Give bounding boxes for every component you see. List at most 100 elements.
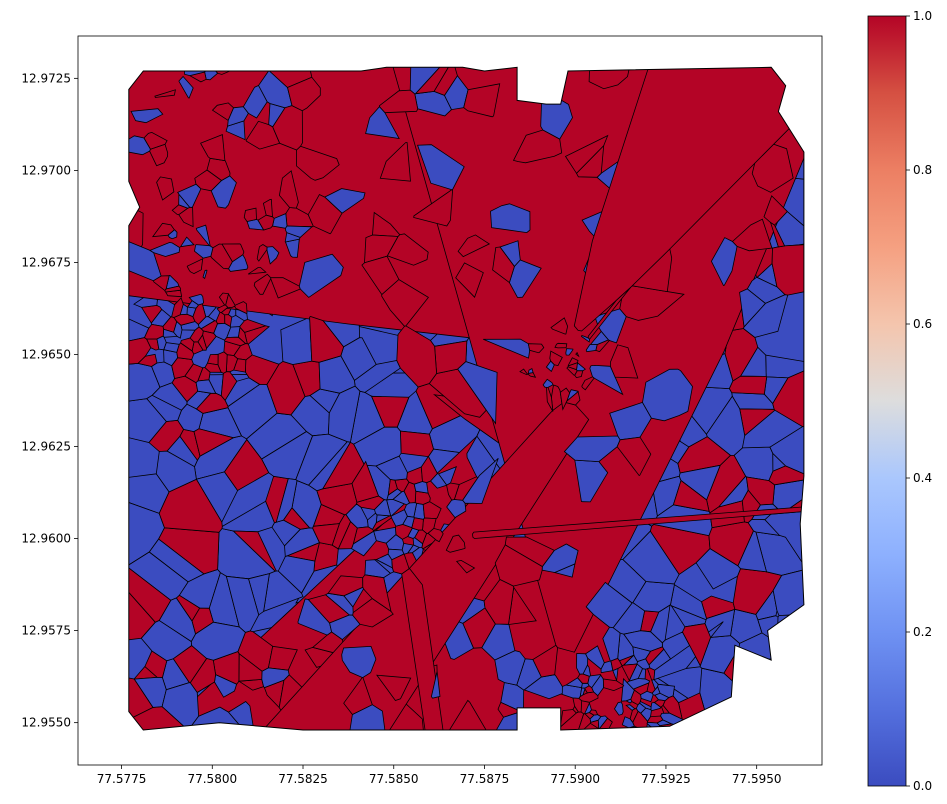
voronoi-cell xyxy=(296,145,340,181)
voronoi-cell xyxy=(512,129,563,164)
voronoi-cell xyxy=(200,134,226,162)
voronoi-cells xyxy=(128,67,804,731)
voronoi-cell xyxy=(609,344,639,379)
voronoi-cell xyxy=(195,224,211,247)
voronoi-cell xyxy=(769,426,804,477)
voronoi-cell xyxy=(253,273,272,295)
voronoi-cell xyxy=(564,134,609,174)
voronoi-cell xyxy=(519,368,529,376)
voronoi-cell xyxy=(376,674,412,701)
voronoi-cell xyxy=(588,709,599,716)
voronoi-cell xyxy=(233,343,253,361)
voronoi-cell xyxy=(278,170,299,209)
voronoi-cell xyxy=(164,285,181,293)
voronoi-cell xyxy=(312,523,340,546)
voronoi-cell xyxy=(463,83,501,118)
voronoi-cell xyxy=(204,362,222,373)
voronoi-cell xyxy=(161,682,200,731)
voronoi-cell xyxy=(284,238,300,258)
voronoi-cell xyxy=(546,386,554,412)
voronoi-cell xyxy=(239,318,267,333)
voronoi-cell xyxy=(130,108,164,124)
voronoi-cell xyxy=(746,276,786,304)
voronoi-cell xyxy=(298,253,344,298)
voronoi-cell xyxy=(402,515,415,529)
voronoi-cell xyxy=(256,244,268,262)
voronoi-cell xyxy=(178,75,194,99)
voronoi-cell xyxy=(490,203,531,234)
voronoi-cell xyxy=(430,671,441,699)
voronoi-cell xyxy=(739,288,766,328)
voronoi-cell xyxy=(361,255,400,296)
voronoi-cell xyxy=(387,479,398,496)
voronoi-cell xyxy=(682,623,712,667)
voronoi-cell xyxy=(695,548,741,590)
y-tick-label: 12.9600 xyxy=(21,532,71,546)
voronoi-cell xyxy=(275,478,298,523)
colorbar-gradient xyxy=(867,15,907,787)
voronoi-cell xyxy=(728,375,768,395)
voronoi-cell xyxy=(257,214,275,231)
voronoi-cell xyxy=(396,325,438,388)
voronoi-cell xyxy=(193,428,235,457)
voronoi-cell xyxy=(445,699,490,731)
voronoi-cell xyxy=(706,395,746,456)
x-tick-label: 77.5925 xyxy=(641,772,691,786)
voronoi-cell xyxy=(242,84,268,119)
voronoi-cell xyxy=(214,674,238,698)
voronoi-cell xyxy=(651,685,661,696)
voronoi-cell xyxy=(399,430,434,458)
voronoi-cell xyxy=(143,323,165,340)
voronoi-cell xyxy=(156,176,175,201)
x-tick-label: 77.5950 xyxy=(732,772,782,786)
voronoi-cell xyxy=(228,254,249,272)
y-tick-label: 12.9700 xyxy=(21,163,71,177)
map-axes: 77.5775 77.5800 77.5825 77.5850 77.5875 77.59… xyxy=(21,35,823,786)
voronoi-cell xyxy=(148,538,205,583)
voronoi-cell xyxy=(190,621,246,661)
voronoi-cell xyxy=(636,658,651,670)
voronoi-cell xyxy=(213,322,232,341)
voronoi-cell xyxy=(632,581,675,613)
voronoi-cell xyxy=(414,529,428,545)
voronoi-cell xyxy=(457,361,498,425)
voronoi-cell xyxy=(584,685,595,694)
voronoi-cell xyxy=(731,218,773,252)
voronoi-cell xyxy=(217,351,228,374)
voronoi-cell xyxy=(392,490,411,506)
voronoi-cell xyxy=(365,106,400,140)
voronoi-cell xyxy=(616,436,652,476)
voronoi-cell xyxy=(623,630,663,652)
voronoi-cell xyxy=(772,368,804,428)
voronoi-cell xyxy=(457,234,491,258)
voronoi-cell xyxy=(527,372,537,378)
voronoi-cell xyxy=(386,233,429,266)
y-tick-label: 12.9575 xyxy=(21,624,71,638)
voronoi-cell xyxy=(581,376,595,391)
voronoi-cell xyxy=(179,236,195,248)
x-tick-label: 77.5825 xyxy=(278,772,328,786)
colorbar-tick-label: 0.6 xyxy=(913,317,932,331)
voronoi-cell xyxy=(772,568,804,616)
x-tick-label: 77.5875 xyxy=(460,772,510,786)
voronoi-cell xyxy=(151,361,176,388)
voronoi-cell xyxy=(559,387,571,411)
voronoi-cell xyxy=(261,667,290,689)
voronoi-cell xyxy=(186,258,204,275)
voronoi-cell xyxy=(176,342,195,360)
voronoi-cell xyxy=(622,530,680,585)
voronoi-cell xyxy=(587,287,631,340)
voronoi-cell xyxy=(374,499,392,517)
voronoi-cell xyxy=(202,269,208,280)
voronoi-cell xyxy=(445,534,466,553)
voronoi-cell xyxy=(550,317,569,335)
voronoi-cell xyxy=(654,692,670,702)
voronoi-cell xyxy=(527,343,545,354)
voronoi-cell xyxy=(567,362,578,371)
voronoi-cell xyxy=(151,382,188,411)
voronoi-cell xyxy=(446,499,467,519)
voronoi-cell xyxy=(309,316,345,363)
voronoi-cell xyxy=(554,342,568,349)
voronoi-cell xyxy=(224,438,270,492)
